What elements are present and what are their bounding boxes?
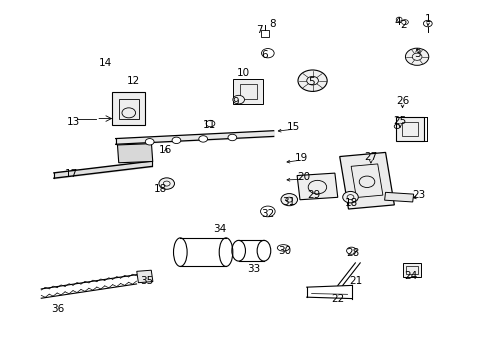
Text: 10: 10: [237, 68, 249, 78]
Polygon shape: [395, 117, 423, 141]
Text: 11: 11: [203, 120, 216, 130]
Polygon shape: [402, 263, 421, 277]
Polygon shape: [384, 192, 413, 202]
Circle shape: [227, 134, 236, 141]
Text: 29: 29: [306, 190, 320, 200]
Text: 20: 20: [297, 172, 310, 182]
Circle shape: [297, 70, 326, 91]
Text: 12: 12: [127, 76, 140, 86]
Circle shape: [172, 137, 181, 144]
Text: 35: 35: [141, 276, 154, 286]
Text: 34: 34: [213, 224, 226, 234]
Polygon shape: [233, 78, 263, 104]
Text: 13: 13: [66, 117, 80, 127]
Circle shape: [159, 178, 174, 189]
Text: 4: 4: [393, 17, 400, 27]
Text: 24: 24: [404, 271, 417, 281]
Text: 18: 18: [154, 184, 167, 194]
Polygon shape: [297, 173, 337, 200]
Text: 7: 7: [255, 25, 262, 35]
Text: 31: 31: [282, 197, 295, 207]
Text: 14: 14: [98, 58, 111, 68]
Text: 27: 27: [364, 152, 377, 162]
Text: 15: 15: [286, 122, 299, 132]
Text: 23: 23: [411, 190, 425, 200]
Circle shape: [145, 139, 154, 145]
Text: 2: 2: [400, 19, 407, 30]
Text: 25: 25: [393, 116, 406, 126]
Polygon shape: [137, 270, 153, 283]
Text: 5: 5: [307, 77, 314, 87]
Text: 9: 9: [232, 97, 239, 107]
Circle shape: [405, 48, 428, 65]
Polygon shape: [339, 152, 393, 209]
Text: 1: 1: [424, 14, 431, 24]
Polygon shape: [112, 92, 145, 125]
Circle shape: [232, 95, 244, 104]
Text: 28: 28: [345, 248, 358, 258]
Text: 3: 3: [413, 49, 420, 59]
Text: 32: 32: [261, 209, 274, 219]
Text: 36: 36: [51, 304, 64, 314]
Text: 18: 18: [344, 198, 357, 208]
Circle shape: [199, 136, 207, 142]
Text: 21: 21: [349, 276, 362, 286]
Circle shape: [281, 194, 297, 206]
Text: 30: 30: [277, 247, 290, 256]
Polygon shape: [117, 144, 152, 163]
Text: 22: 22: [330, 294, 344, 303]
Text: 8: 8: [269, 18, 275, 28]
Text: 6: 6: [261, 50, 268, 60]
Text: 19: 19: [295, 153, 308, 163]
Text: 26: 26: [395, 96, 408, 106]
Text: 33: 33: [247, 264, 260, 274]
Text: 17: 17: [65, 168, 79, 179]
Circle shape: [342, 192, 358, 203]
Text: 16: 16: [159, 145, 172, 155]
